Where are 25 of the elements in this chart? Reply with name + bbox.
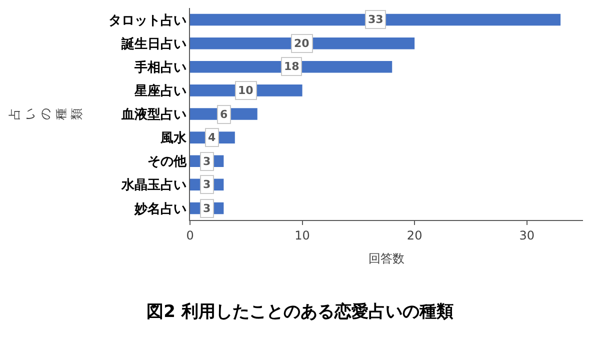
data-label: 3 <box>203 202 211 215</box>
y-tick-label: タロット占い <box>108 13 186 28</box>
data-label: 4 <box>208 131 216 144</box>
data-label: 3 <box>203 178 211 191</box>
text: 図2 利用したことのある恋愛占いの種類 <box>146 302 454 322</box>
y-tick-label: 水晶玉占い <box>120 178 186 194</box>
y-tick-label: 血液型占い <box>120 106 186 123</box>
y-axis-title: 占いの種類 <box>7 108 84 120</box>
x-tick-label: 20 <box>406 228 422 242</box>
data-label: 20 <box>294 37 310 50</box>
data-label: 10 <box>238 84 254 97</box>
y-tick-label: 手相占い <box>133 59 186 76</box>
y-tick-label: 誕生日占い <box>120 36 186 52</box>
y-tick-label: 風水 <box>159 131 188 146</box>
x-axis-title: 回答数 <box>368 251 404 266</box>
data-label: 3 <box>203 155 211 168</box>
x-tick-label: 10 <box>294 228 310 242</box>
x-tick-label: 0 <box>186 228 194 242</box>
data-label: 6 <box>220 108 228 121</box>
y-tick-label: 星座占い <box>133 82 186 99</box>
y-tick-label: 妙名占い <box>133 202 186 217</box>
data-label: 18 <box>284 60 300 73</box>
data-label: 33 <box>368 13 384 26</box>
y-tick-label: その他 <box>147 154 188 170</box>
x-tick-label: 30 <box>519 228 534 242</box>
